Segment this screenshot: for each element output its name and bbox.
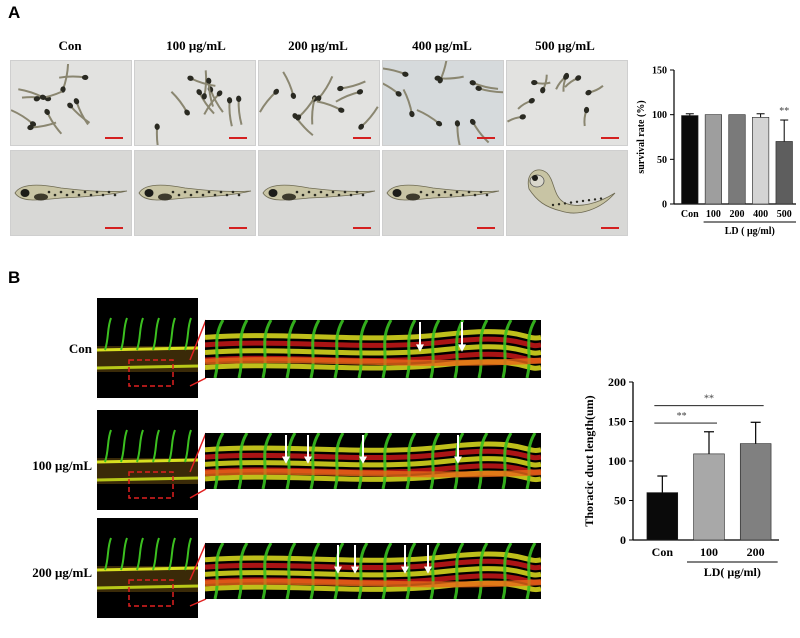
x-tick-label: 100	[706, 209, 721, 220]
y-tick-label: 150	[608, 415, 626, 429]
zoom-connector-lines	[189, 542, 207, 607]
scale-bar	[353, 137, 371, 139]
single-larva-photo	[134, 150, 256, 236]
error-bar	[780, 119, 789, 142]
x-tick-label: 200	[730, 209, 745, 220]
x-tick-label: 200	[747, 545, 765, 559]
y-tick-label: 200	[608, 375, 626, 389]
x-tick-label: Con	[652, 545, 674, 559]
bar	[775, 141, 793, 205]
larvae-group-photo	[506, 60, 628, 146]
scale-bar	[477, 137, 495, 139]
zoom-connector-lines	[189, 432, 207, 499]
column-label-100: 100 μg/mL	[166, 38, 226, 53]
y-tick-label: 0	[620, 533, 626, 547]
significance-marker: **	[677, 411, 687, 422]
x-axis-label: LD ( μg/ml)	[725, 226, 775, 237]
bar	[739, 443, 772, 541]
scale-bar	[601, 137, 619, 139]
scale-bar	[105, 137, 123, 139]
error-bar	[704, 431, 714, 454]
x-tick-label: 100	[700, 545, 718, 559]
larvae-group-photo	[134, 60, 256, 146]
y-axis-label: survival rate (%)	[636, 100, 647, 173]
y-tick-label: 100	[608, 454, 626, 468]
y-tick-label: 0	[662, 200, 667, 211]
bar	[681, 115, 699, 205]
bar	[646, 492, 679, 541]
vessel-overview-image	[97, 298, 198, 398]
vessel-arrow	[282, 435, 290, 464]
error-bar	[750, 421, 761, 444]
vessel-arrow	[359, 435, 367, 464]
bar	[693, 453, 725, 541]
single-larva-photo	[258, 150, 380, 236]
single-larva-photo	[10, 150, 132, 236]
x-tick-label: 500	[777, 209, 792, 220]
scale-bar	[601, 227, 619, 229]
column-label-500: 500 μg/mL	[535, 38, 595, 53]
scale-bar	[229, 227, 247, 229]
scale-bar	[353, 227, 371, 229]
larvae-group-photo	[382, 60, 504, 146]
bar	[752, 117, 770, 205]
scale-bar	[229, 137, 247, 139]
y-tick-label: 50	[614, 494, 626, 508]
vessel-arrow	[416, 322, 424, 352]
vessel-arrow	[334, 545, 342, 574]
scale-bar	[105, 227, 123, 229]
column-label-200: 200 μg/mL	[288, 38, 348, 53]
row-label-100: 100 μg/mL	[32, 458, 92, 473]
thoracic-duct-length-chart: 0 50 100 150 200 Thoracic duct length(um) Con 1…	[582, 375, 779, 579]
y-tick-label: 50	[657, 155, 667, 166]
y-tick-label: 100	[652, 110, 667, 121]
row-label-con: Con	[68, 341, 92, 356]
bar	[728, 114, 746, 205]
error-bar	[657, 475, 668, 493]
vessel-arrow	[304, 435, 312, 464]
larvae-group-photo	[258, 60, 380, 146]
vessel-arrow	[458, 322, 466, 352]
x-tick-label: Con	[681, 209, 699, 220]
single-larva-photo	[382, 150, 504, 236]
larvae-group-photo	[10, 60, 132, 146]
vessel-overview-image	[97, 518, 198, 618]
x-axis-label: LD( μg/ml)	[704, 565, 761, 579]
vessel-arrow	[424, 545, 432, 574]
scale-bar	[477, 227, 495, 229]
column-label-con: Con	[58, 38, 82, 53]
x-tick-label: 400	[753, 209, 768, 220]
row-label-200: 200 μg/mL	[32, 565, 92, 580]
vessel-zoom-image	[205, 543, 541, 599]
bar	[704, 114, 722, 205]
column-label-400: 400 μg/mL	[412, 38, 472, 53]
vessel-arrow	[351, 545, 359, 574]
vessel-zoom-image	[205, 320, 541, 378]
error-bar	[685, 113, 694, 116]
panel-a-letter: A	[8, 3, 21, 22]
significance-marker: **	[779, 106, 789, 117]
zoom-connector-lines	[189, 319, 207, 387]
significance-marker: **	[704, 394, 714, 405]
y-axis-label: Thoracic duct length(um)	[582, 395, 596, 526]
single-larva-photo	[506, 150, 628, 236]
vessel-arrow	[401, 545, 409, 574]
vessel-arrow	[454, 435, 462, 464]
panel-b-letter: B	[8, 268, 21, 287]
vessel-zoom-image	[205, 433, 541, 489]
y-tick-label: 150	[652, 66, 667, 77]
vessel-overview-image	[97, 410, 198, 510]
survival-rate-chart: 0 50 100 150 survival rate (%) Con 100 200 400 **…	[636, 66, 796, 237]
error-bar	[756, 113, 765, 118]
